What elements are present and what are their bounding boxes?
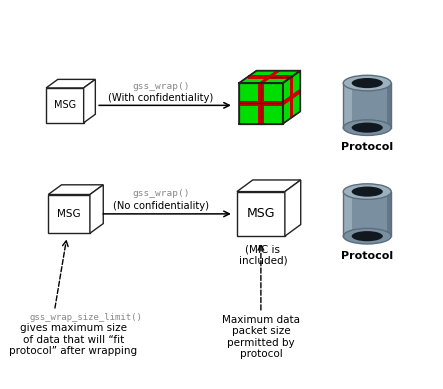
- Text: gss_wrap_size_limit(): gss_wrap_size_limit(): [29, 313, 142, 322]
- Text: gss_wrap(): gss_wrap(): [132, 82, 190, 91]
- Polygon shape: [84, 79, 95, 123]
- Polygon shape: [237, 180, 301, 192]
- Polygon shape: [239, 83, 283, 124]
- Polygon shape: [283, 89, 300, 106]
- Polygon shape: [343, 83, 352, 128]
- Ellipse shape: [343, 120, 391, 135]
- Polygon shape: [248, 75, 291, 79]
- Polygon shape: [239, 101, 283, 106]
- Polygon shape: [343, 83, 391, 128]
- Polygon shape: [283, 71, 300, 124]
- Polygon shape: [387, 192, 391, 236]
- Ellipse shape: [343, 184, 391, 200]
- Ellipse shape: [352, 78, 383, 88]
- Polygon shape: [285, 180, 301, 236]
- Polygon shape: [239, 71, 300, 83]
- Polygon shape: [258, 71, 281, 83]
- Polygon shape: [343, 192, 352, 236]
- Polygon shape: [46, 79, 95, 88]
- Text: Maximum data
packet size
permitted by
protocol: Maximum data packet size permitted by pr…: [222, 315, 300, 359]
- Ellipse shape: [352, 123, 383, 133]
- Polygon shape: [48, 194, 90, 233]
- Polygon shape: [258, 83, 264, 124]
- Ellipse shape: [343, 75, 391, 91]
- Text: gives maximum size
of data that will “fit
protocol” after wrapping: gives maximum size of data that will “fi…: [9, 323, 137, 356]
- Ellipse shape: [343, 228, 391, 244]
- Text: (With confidentiality): (With confidentiality): [108, 93, 214, 103]
- Text: Protocol: Protocol: [341, 251, 393, 261]
- Text: Protocol: Protocol: [341, 142, 393, 152]
- Polygon shape: [343, 192, 391, 236]
- Polygon shape: [90, 185, 103, 233]
- Ellipse shape: [352, 231, 383, 241]
- Polygon shape: [237, 192, 285, 236]
- Polygon shape: [290, 77, 293, 117]
- Ellipse shape: [352, 186, 383, 197]
- Text: MSG: MSG: [247, 207, 275, 221]
- Text: (No confidentiality): (No confidentiality): [113, 201, 209, 211]
- Text: MSG: MSG: [57, 209, 81, 219]
- Polygon shape: [48, 185, 103, 194]
- Text: MSG: MSG: [54, 100, 76, 110]
- Text: gss_wrap(): gss_wrap(): [132, 189, 190, 198]
- Polygon shape: [46, 88, 84, 123]
- Text: (MIC is
included): (MIC is included): [239, 244, 288, 266]
- Polygon shape: [387, 83, 391, 128]
